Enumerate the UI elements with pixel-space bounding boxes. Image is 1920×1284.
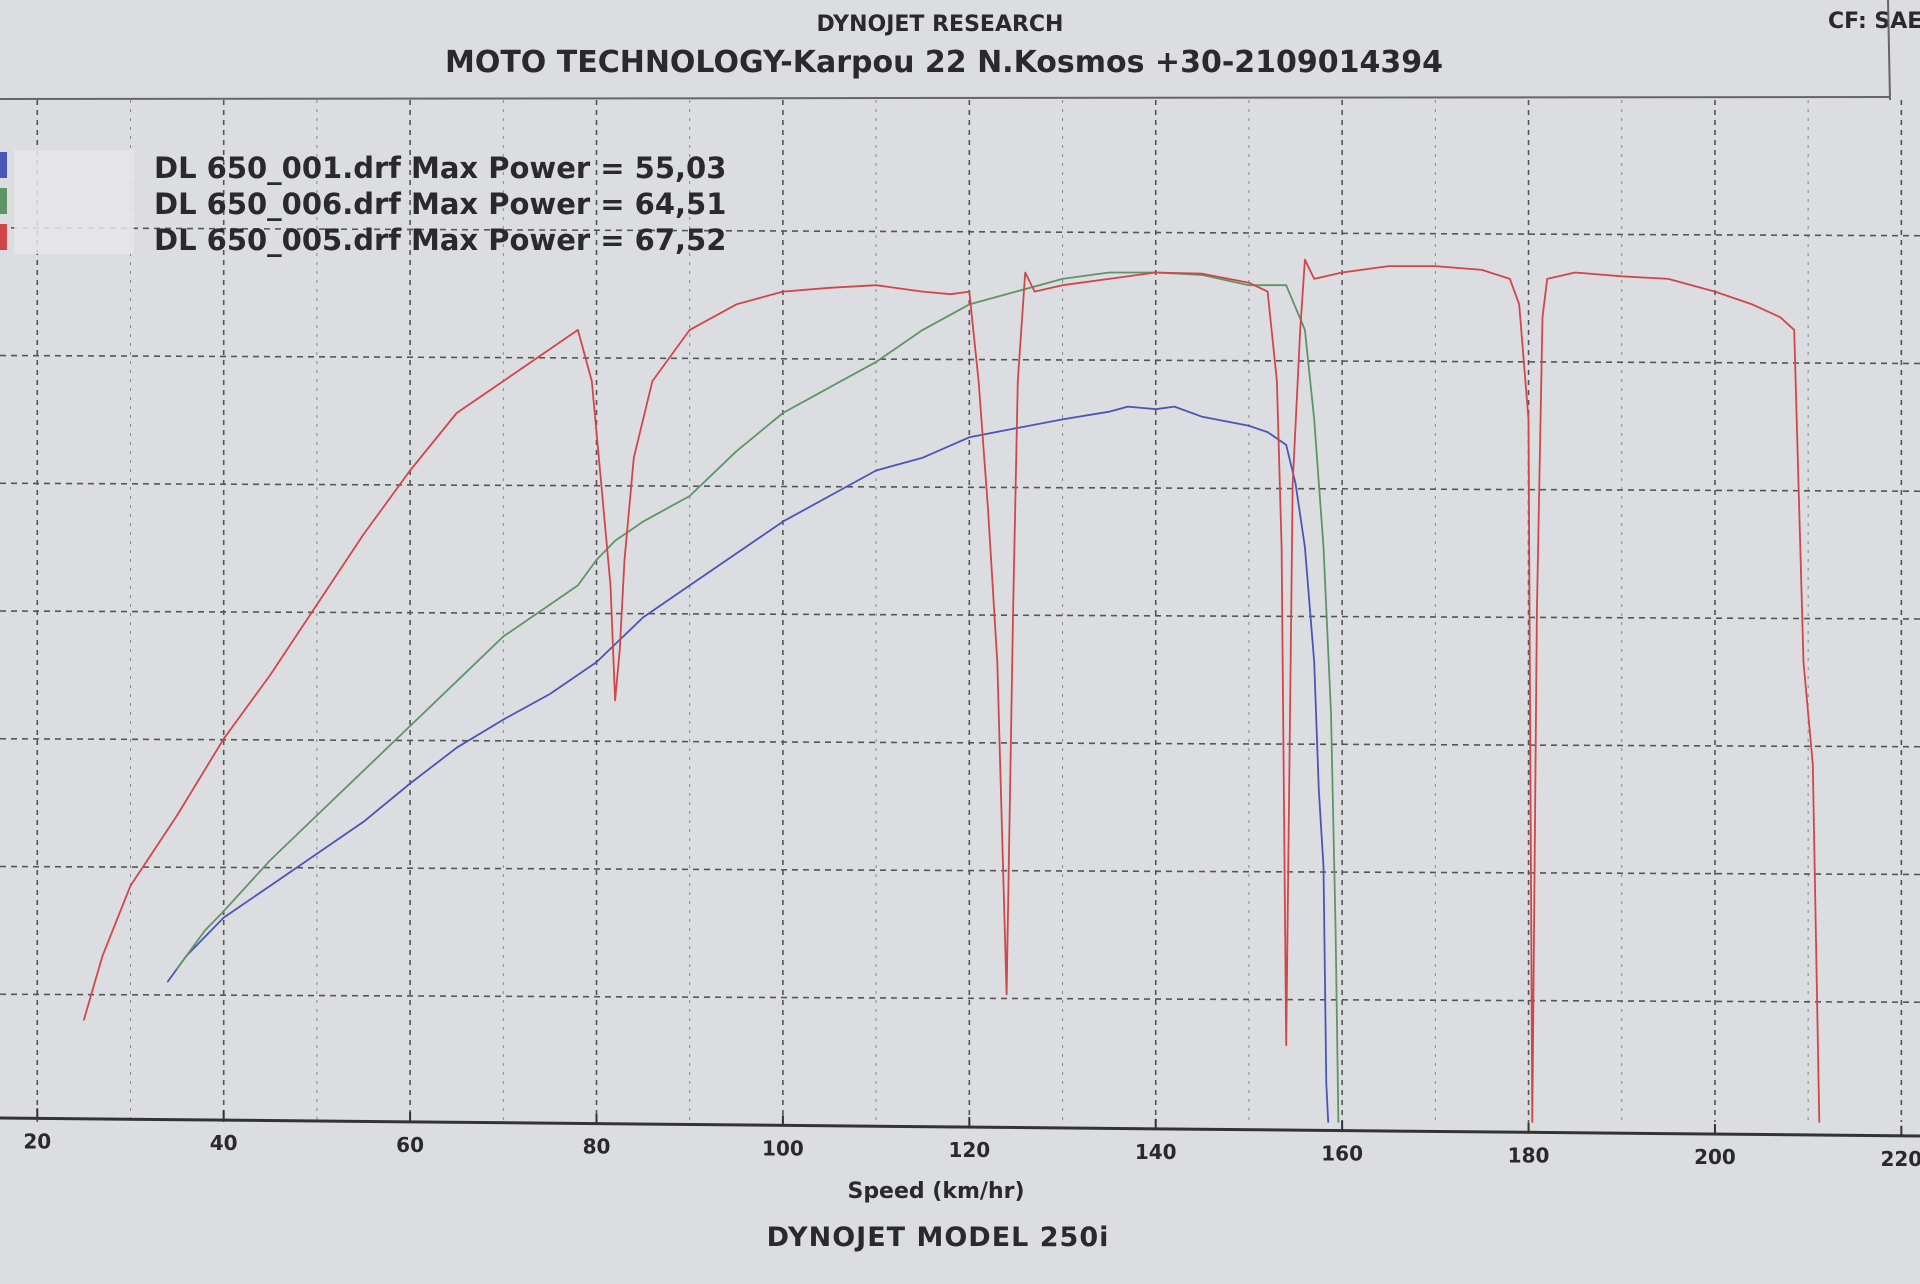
grid-line-horizontal xyxy=(0,737,1920,748)
legend-redacted-area xyxy=(14,150,134,254)
legend-swatch-run-005 xyxy=(0,224,7,250)
grid-line-horizontal xyxy=(0,354,1920,365)
legend-entry-run-006: DL 650_006.drf Max Power = 64,51 xyxy=(154,187,726,221)
legend-swatch-run-001 xyxy=(0,152,7,178)
x-axis-label: Speed (km/hr) xyxy=(847,1179,1024,1204)
legend-swatch-run-006 xyxy=(0,188,7,214)
correction-factor-label: CF: SAE xyxy=(1828,9,1920,34)
series-line-run-006 xyxy=(176,271,1340,1123)
x-tick-label: 40 xyxy=(210,1131,238,1155)
x-tick-label: 220 xyxy=(1880,1147,1920,1171)
grid-line-horizontal xyxy=(0,482,1920,493)
grid-line-horizontal xyxy=(0,993,1920,1004)
x-tick-label: 100 xyxy=(762,1136,804,1160)
chart-subtitle: MOTO TECHNOLOGY-Karpou 22 N.Kosmos +30-2… xyxy=(445,45,1443,80)
legend-entry-run-001: DL 650_001.drf Max Power = 55,03 xyxy=(154,151,726,185)
chart-title: DYNOJET RESEARCH xyxy=(817,12,1064,37)
grid-line-horizontal xyxy=(0,865,1920,876)
x-axis-line xyxy=(0,1116,1920,1138)
x-tick-label: 20 xyxy=(23,1129,51,1153)
legend-entry-run-005: DL 650_005.drf Max Power = 67,52 xyxy=(154,223,726,257)
grid-line-horizontal xyxy=(0,226,1920,237)
x-tick-label: 200 xyxy=(1694,1145,1736,1169)
dyno-model-label: DYNOJET MODEL 250i xyxy=(767,1222,1110,1253)
x-tick-label: 80 xyxy=(583,1135,611,1159)
header-divider xyxy=(0,96,1891,100)
series-line-run-001 xyxy=(166,405,1330,1123)
legend: DL 650_001.drf Max Power = 55,03 DL 650_… xyxy=(0,150,726,257)
chart-right-border xyxy=(1887,0,1891,101)
series-line-run-005 xyxy=(83,258,1821,1123)
grid-line-horizontal xyxy=(0,610,1920,620)
x-tick-label: 60 xyxy=(396,1133,424,1157)
series-layer xyxy=(83,258,1821,1123)
x-tick-label: 160 xyxy=(1321,1142,1363,1166)
x-tick-label: 120 xyxy=(948,1138,990,1162)
x-axis-ticks: 20 40 60 80 100 120 140 160 180 200 220 xyxy=(23,1108,1920,1171)
plot-grid xyxy=(0,100,1920,1122)
x-tick-label: 140 xyxy=(1135,1140,1177,1164)
x-tick-label: 180 xyxy=(1508,1143,1550,1167)
